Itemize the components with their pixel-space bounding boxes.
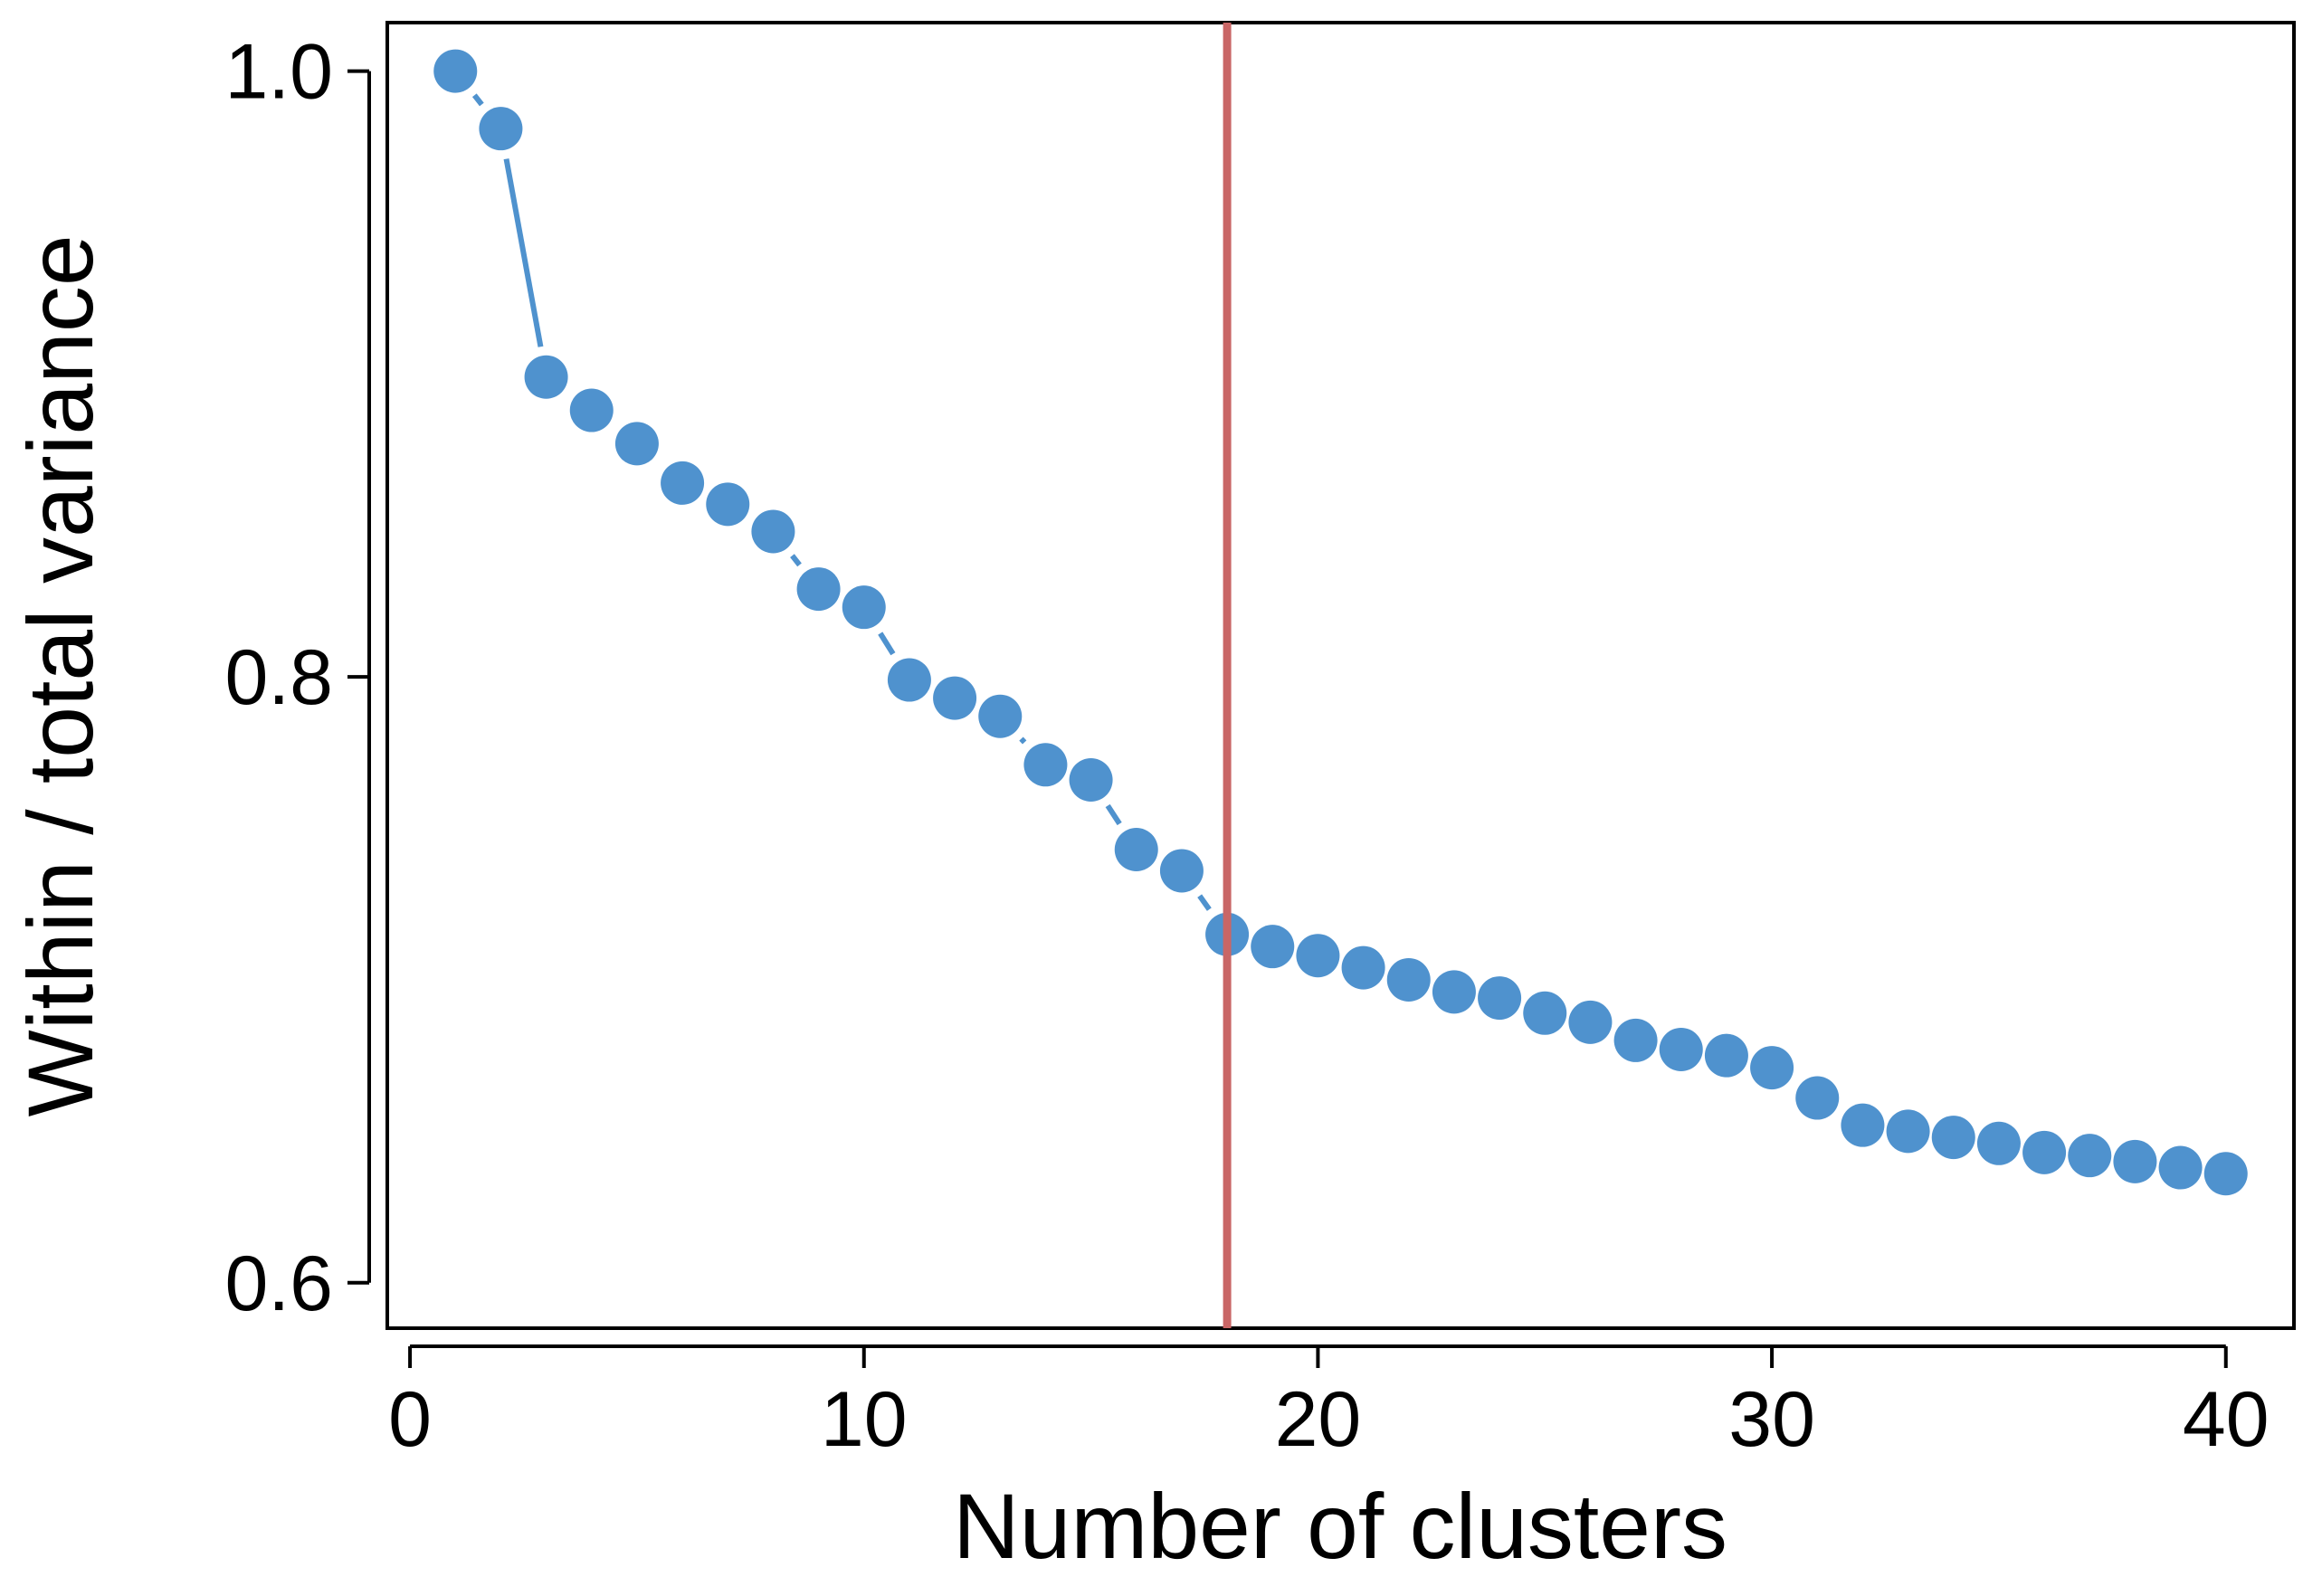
x-tick-label: 20 — [1275, 1376, 1362, 1463]
data-point — [1931, 1116, 1975, 1160]
data-point — [2113, 1139, 2157, 1183]
y-tick-label: 1.0 — [224, 29, 333, 116]
series-segment — [503, 158, 544, 347]
data-point — [1159, 849, 1204, 893]
data-point — [1341, 945, 1385, 990]
data-point — [2203, 1152, 2248, 1196]
y-tick-label: 0.6 — [224, 1240, 333, 1327]
data-point — [751, 509, 795, 554]
y-axis: 0.6 0.8 1.0 — [224, 29, 371, 1327]
data-point — [2022, 1130, 2067, 1174]
data-point — [433, 49, 478, 93]
data-point — [1841, 1103, 1885, 1147]
data-point — [1568, 1000, 1613, 1044]
series-layer — [433, 49, 2248, 1196]
series-segment — [471, 93, 484, 107]
data-point — [842, 585, 886, 630]
data-point — [1750, 1046, 1794, 1090]
data-point — [933, 676, 977, 720]
data-point — [569, 388, 614, 432]
data-point — [1613, 1018, 1658, 1062]
data-point — [887, 658, 931, 702]
data-point — [1976, 1121, 2021, 1165]
data-point — [1251, 925, 1295, 969]
y-axis-title: Within / total variance — [9, 234, 112, 1116]
x-axis: 0 10 20 30 40 — [388, 1344, 2270, 1463]
plot-frame — [385, 21, 2296, 1330]
data-point — [1478, 976, 1522, 1021]
series-segment — [790, 554, 802, 567]
data-point — [2068, 1134, 2112, 1178]
x-tick-label: 10 — [821, 1376, 908, 1463]
data-point — [1069, 758, 1113, 803]
data-point — [978, 694, 1023, 738]
data-point — [2158, 1145, 2203, 1190]
series-segment — [1019, 736, 1027, 745]
x-tick-label: 0 — [388, 1376, 432, 1463]
series-segment — [1105, 803, 1122, 826]
data-point — [1432, 970, 1476, 1014]
data-point — [661, 461, 705, 505]
data-point — [1659, 1027, 1703, 1071]
data-point — [479, 107, 523, 151]
series-segment — [878, 632, 896, 656]
data-point — [1386, 957, 1431, 1002]
y-tick-label: 0.8 — [224, 634, 333, 721]
data-point — [706, 482, 750, 527]
data-point — [614, 422, 659, 466]
data-point — [1023, 743, 1068, 787]
data-point — [1296, 934, 1340, 978]
data-point — [524, 355, 568, 399]
x-tick-label: 30 — [1728, 1376, 1815, 1463]
data-point — [1114, 828, 1158, 872]
data-point — [1704, 1033, 1748, 1078]
data-point — [796, 567, 841, 612]
data-point — [1795, 1076, 1840, 1120]
x-axis-title: Number of clusters — [953, 1475, 1727, 1578]
x-tick-label: 40 — [2183, 1376, 2270, 1463]
data-point — [1523, 991, 1567, 1035]
series-segment — [1197, 894, 1212, 911]
data-point — [1886, 1109, 1930, 1154]
